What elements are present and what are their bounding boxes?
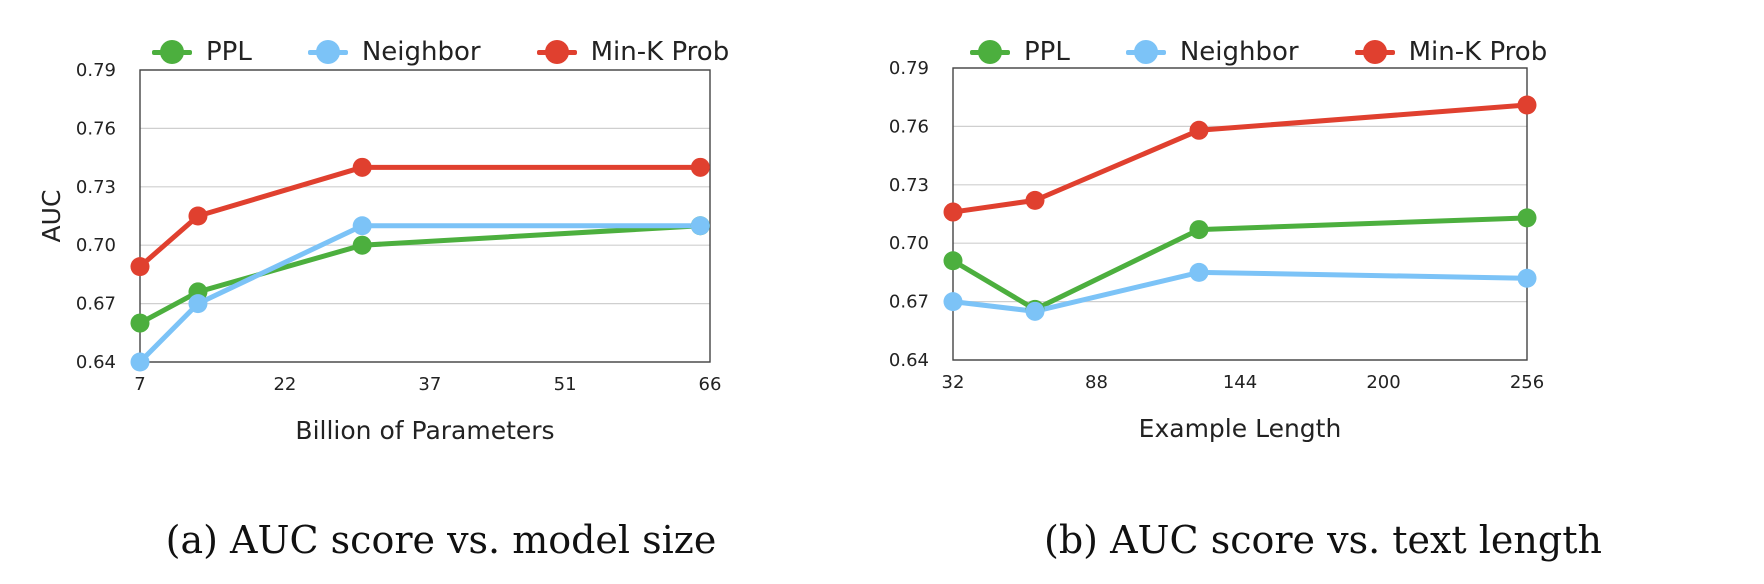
x-tick-label: 32: [942, 372, 965, 393]
caption-b: (b) AUC score vs. text length: [1044, 518, 1602, 562]
legend-label-ppl: PPL: [206, 37, 252, 67]
data-point-ppl: [1517, 208, 1537, 228]
series-line-neighbor: [137, 223, 703, 365]
y-tick-label: 0.79: [889, 58, 929, 79]
y-tick-label: 0.67: [76, 294, 116, 315]
x-tick-label: 200: [1366, 372, 1400, 393]
y-tick-label: 0.79: [76, 60, 116, 81]
y-tick-label: 0.70: [889, 233, 929, 254]
series-line-ppl: [950, 215, 1530, 312]
data-point-neighbor: [1189, 262, 1209, 282]
x-axis-title: Example Length: [1139, 414, 1342, 443]
x-tick-label: 66: [699, 374, 722, 395]
data-point-ppl: [352, 235, 372, 255]
legend-item-ppl: PPL: [152, 37, 252, 67]
x-tick-label: 7: [134, 374, 145, 395]
legend-swatch-min-k-prob: [536, 40, 577, 64]
legend-label-neighbor: Neighbor: [361, 37, 481, 67]
x-tick-label: 144: [1223, 372, 1257, 393]
caption-a: (a) AUC score vs. model size: [165, 518, 717, 562]
data-point-neighbor: [130, 352, 150, 372]
legend-swatch-neighbor: [307, 40, 348, 64]
plot-frame: [139, 69, 711, 363]
data-point-min-k-prob: [1189, 120, 1209, 140]
data-point-min-k-prob: [188, 206, 208, 226]
legend-label-ppl: PPL: [1024, 37, 1070, 67]
y-tick-label: 0.64: [76, 352, 116, 373]
data-point-min-k-prob: [352, 157, 372, 177]
series-line-min-k-prob: [137, 164, 703, 270]
data-point-neighbor: [690, 216, 710, 236]
data-point-min-k-prob: [1517, 95, 1537, 115]
legend-item-neighbor: Neighbor: [307, 37, 481, 67]
line-chart-a: 0.64 0.67 0.70 0.73 0.76 0.79 7 22 37 51 66 Billion…: [37, 60, 722, 445]
x-tick-label: 22: [273, 374, 296, 395]
legend-label-min-k-prob: Min-K Prob: [1408, 37, 1548, 67]
data-point-ppl: [130, 313, 150, 333]
y-tick-label: 0.76: [76, 118, 116, 139]
legend-label-neighbor: Neighbor: [1179, 37, 1299, 67]
series-line-min-k-prob: [950, 102, 1530, 215]
y-tick-label: 0.67: [889, 292, 929, 313]
chart-panel-b: PPL Neighbor Min-K Prob 0.64 0.67 0.70 0.73…: [882, 0, 1764, 584]
x-tick-label: 88: [1085, 372, 1108, 393]
data-point-neighbor: [1025, 301, 1045, 321]
data-point-neighbor: [1517, 268, 1537, 288]
y-tick-label: 0.73: [76, 177, 116, 198]
chart-panel-a: PPL Neighbor Min-K Prob 0.64 0.67 0.70 0.73…: [37, 34, 785, 562]
y-tick-label: 0.73: [889, 175, 929, 196]
data-point-neighbor: [188, 294, 208, 314]
data-point-ppl: [1189, 220, 1209, 240]
y-tick-label: 0.70: [76, 235, 116, 256]
y-tick-label: 0.76: [889, 116, 929, 137]
legend-item-neighbor: Neighbor: [1125, 37, 1299, 67]
x-tick-label: 256: [1510, 372, 1544, 393]
legend-item-min-k-prob: Min-K Prob: [1354, 37, 1548, 67]
line-chart-b: 0.64 0.67 0.70 0.73 0.76 0.79 32 88 144 200 256 Exa…: [889, 58, 1544, 443]
legend-item-min-k-prob: Min-K Prob: [536, 37, 730, 67]
x-tick-label: 37: [418, 374, 441, 395]
x-tick-label: 51: [554, 374, 577, 395]
data-point-min-k-prob: [1025, 190, 1045, 210]
data-point-min-k-prob: [943, 202, 963, 222]
y-axis-title: AUC: [37, 190, 66, 243]
legend-label-min-k-prob: Min-K Prob: [590, 37, 730, 67]
legend-b: PPL Neighbor Min-K Prob: [970, 34, 1603, 70]
y-tick-label: 0.64: [889, 350, 929, 371]
data-point-min-k-prob: [690, 157, 710, 177]
legend-swatch-ppl: [970, 40, 1010, 64]
series-line-neighbor: [950, 269, 1530, 314]
legend-swatch-neighbor: [1125, 40, 1166, 64]
data-point-neighbor: [943, 292, 963, 312]
legend-swatch-ppl: [152, 40, 192, 64]
x-axis-title: Billion of Parameters: [295, 416, 554, 445]
legend-item-ppl: PPL: [970, 37, 1070, 67]
series-line-ppl: [137, 223, 703, 326]
data-point-min-k-prob: [130, 257, 150, 277]
data-point-neighbor: [352, 216, 372, 236]
legend-a: PPL Neighbor Min-K Prob: [152, 34, 785, 70]
legend-swatch-min-k-prob: [1354, 40, 1395, 64]
data-point-ppl: [943, 251, 963, 271]
